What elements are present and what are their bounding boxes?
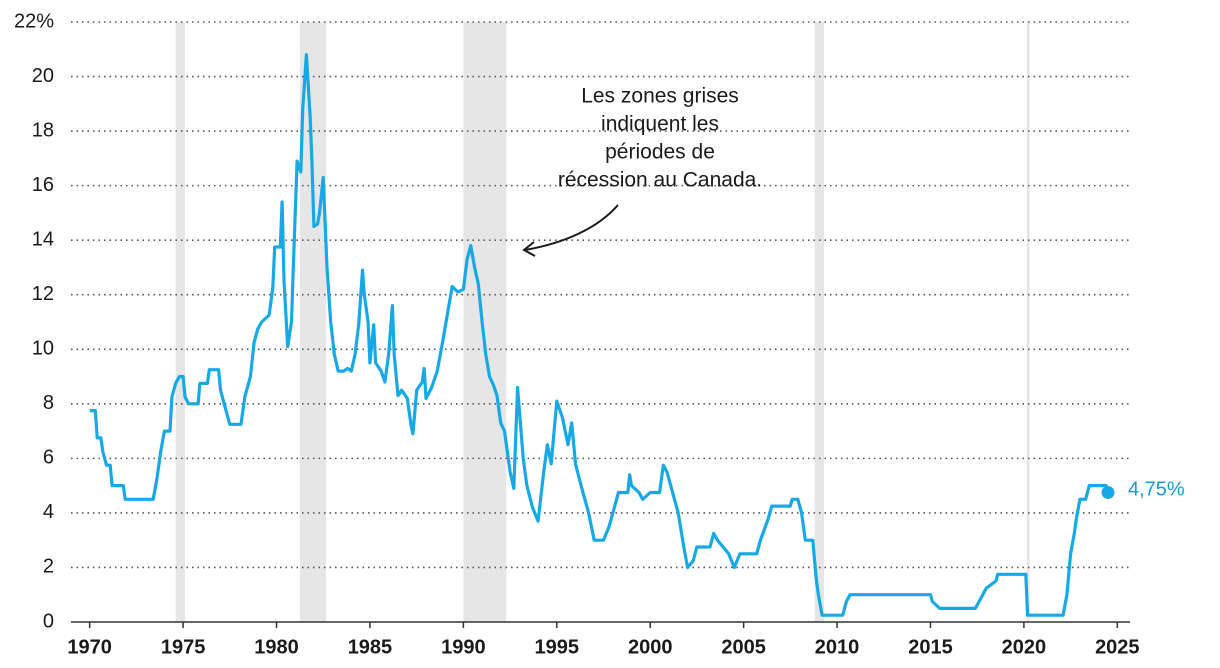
y-tick-label: 6 (43, 447, 54, 469)
x-tick-label: 2005 (721, 636, 766, 658)
end-point (1101, 485, 1115, 499)
y-tick-label: 18 (32, 119, 54, 141)
x-tick-label: 2000 (628, 636, 673, 658)
y-tick-label: 16 (32, 174, 54, 196)
recession-band (175, 22, 185, 622)
x-tick-label: 2025 (1095, 636, 1140, 658)
x-tick-label: 1995 (535, 636, 580, 658)
y-tick-label: 20 (32, 65, 54, 87)
y-tick-label: 0 (43, 610, 54, 632)
end-label: 4,75% (1128, 479, 1185, 501)
x-tick-label: 1985 (348, 636, 393, 658)
recession-band (463, 22, 507, 622)
y-tick-label: 2 (43, 556, 54, 578)
recession-band (1026, 22, 1030, 622)
x-tick-label: 1990 (441, 636, 486, 658)
recession-band (814, 22, 824, 622)
annotation-text: indiquent les (601, 113, 719, 136)
y-tick-label: 10 (32, 338, 54, 360)
x-tick-label: 2020 (1002, 636, 1047, 658)
x-tick-label: 1970 (67, 636, 112, 658)
x-tick-label: 1975 (161, 636, 206, 658)
annotation-text: récession au Canada. (558, 169, 762, 192)
y-tick-label: 8 (43, 392, 54, 414)
annotation-arrow (524, 204, 619, 251)
annotation-text: Les zones grises (581, 85, 739, 108)
annotation-arrowhead (522, 241, 536, 257)
rate-line (89, 53, 1110, 617)
recession-band (299, 22, 327, 622)
x-tick-label: 2010 (815, 636, 860, 658)
x-tick-label: 1980 (254, 636, 299, 658)
y-tick-label: 14 (32, 228, 54, 250)
y-tick-label: 4 (43, 501, 54, 523)
y-tick-label: 22% (14, 10, 54, 32)
annotation-text: périodes de (605, 141, 715, 164)
x-tick-label: 2015 (908, 636, 953, 658)
y-tick-label: 12 (32, 283, 54, 305)
